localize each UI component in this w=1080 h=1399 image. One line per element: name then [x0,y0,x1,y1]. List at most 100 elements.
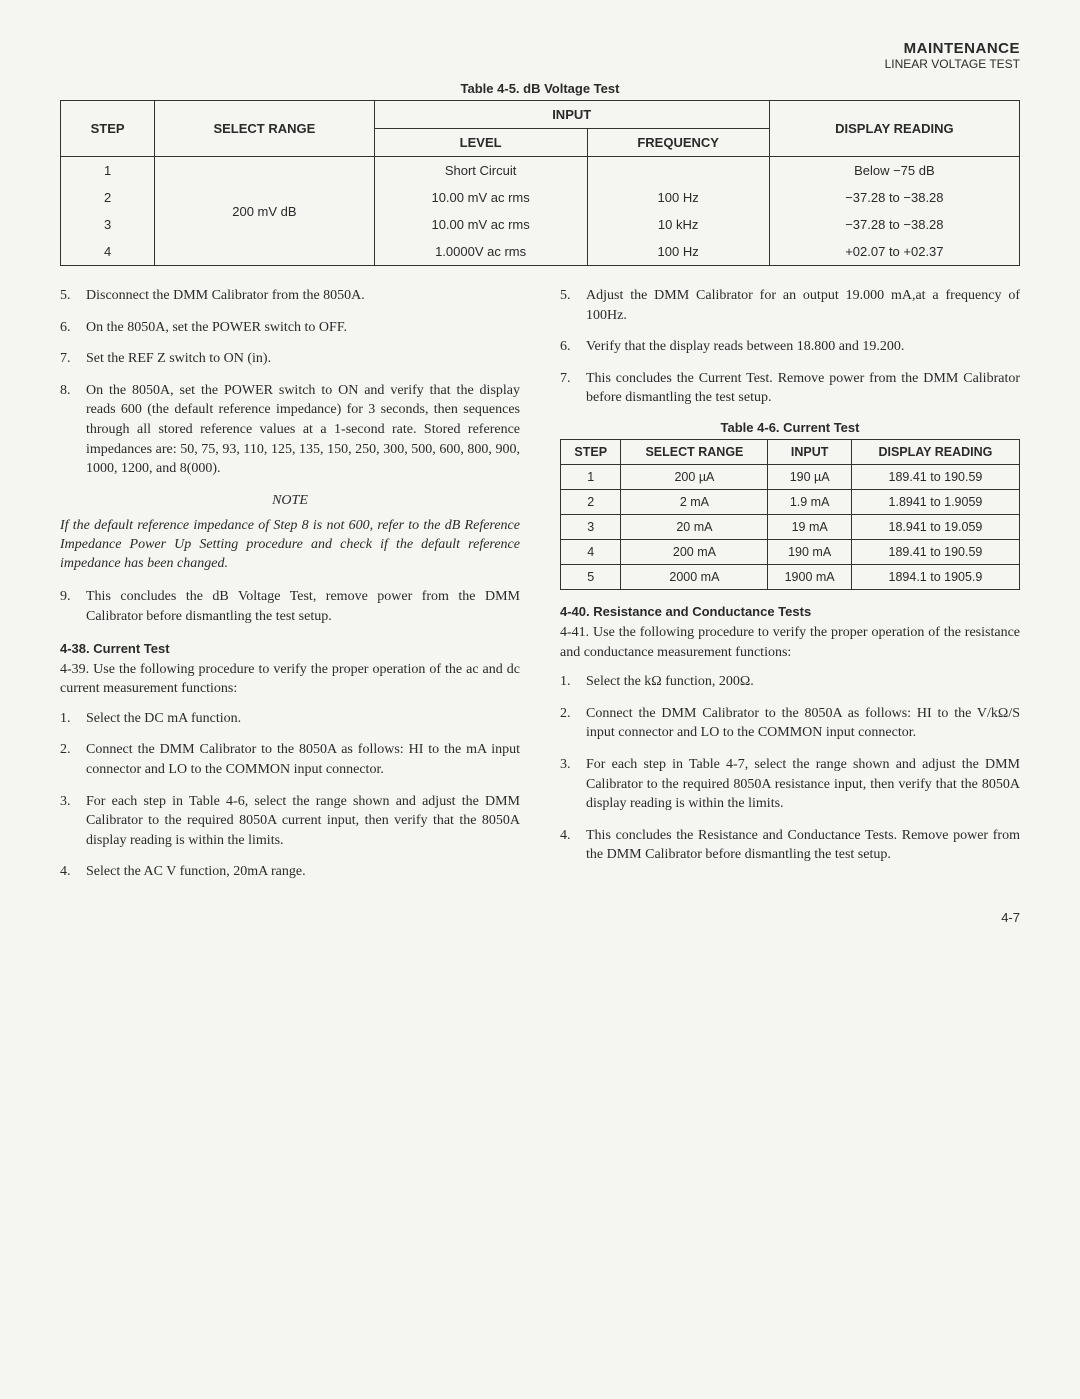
right-column: 5. Adjust the DMM Calibrator for an outpu… [560,286,1020,894]
th-range: SELECT RANGE [155,101,375,157]
cell-freq: 10 kHz [587,211,769,238]
list-item: 2.Connect the DMM Calibrator to the 8050… [86,740,520,779]
item-num: 3. [60,792,71,812]
para-4-41: 4-41. Use the following procedure to ver… [560,623,1020,662]
cell-level: 1.0000V ac rms [374,238,587,266]
two-column-layout: 5. Disconnect the DMM Calibrator from the… [60,286,1020,894]
left-column: 5. Disconnect the DMM Calibrator from the… [60,286,520,894]
item-num: 2. [60,740,71,760]
item-num: 1. [560,672,571,692]
item-text: For each step in Table 4-6, select the r… [86,794,520,848]
list-item: 3.For each step in Table 4-7, select the… [586,755,1020,814]
item-text: For each step in Table 4-7, select the r… [586,757,1020,811]
item-text: This concludes the Current Test. Remove … [586,371,1020,406]
table-row: 52000 mA1900 mA1894.1 to 1905.9 [561,564,1020,589]
list-item: 7.Set the REF Z switch to ON (in). [86,349,520,369]
item-num: 6. [560,337,571,357]
cell-display: −37.28 to −38.28 [769,211,1019,238]
section-4-38: 4-38. Current Test [60,641,520,656]
item-text: Connect the DMM Calibrator to the 8050A … [586,706,1020,741]
cell-step: 3 [61,211,155,238]
table-row: 22 mA1.9 mA1.8941 to 1.9059 [561,489,1020,514]
th-range: SELECT RANGE [621,439,768,464]
item-num: 2. [560,704,571,724]
cell-freq: 100 Hz [587,184,769,211]
item-text: On the 8050A, set the POWER switch to OF… [86,320,347,335]
table-row: 4200 mA190 mA189.41 to 190.59 [561,539,1020,564]
item-text: On the 8050A, set the POWER switch to ON… [86,383,520,476]
item-num: 3. [560,755,571,775]
table-4-6: STEP SELECT RANGE INPUT DISPLAY READING … [560,439,1020,590]
note-label: NOTE [60,493,520,509]
th-display: DISPLAY READING [851,439,1019,464]
item-text: Select the AC V function, 20mA range. [86,864,306,879]
list-item: 7.This concludes the Current Test. Remov… [586,369,1020,408]
item-num: 5. [60,286,71,306]
left-list-1: 5. Disconnect the DMM Calibrator from the… [60,286,520,479]
item-num: 1. [60,709,71,729]
th-freq: FREQUENCY [587,129,769,157]
cell-display: +02.07 to +02.37 [769,238,1019,266]
list-item: 1.Select the DC mA function. [86,709,520,729]
item-num: 5. [560,286,571,306]
list-item: 4.This concludes the Resistance and Cond… [586,826,1020,865]
right-list-2: 1.Select the kΩ function, 200Ω. 2.Connec… [560,672,1020,865]
item-num: 4. [560,826,571,846]
item-text: Select the kΩ function, 200Ω. [586,674,754,689]
item-num: 4. [60,862,71,882]
section-4-40: 4-40. Resistance and Conductance Tests [560,604,1020,619]
item-text: Verify that the display reads between 18… [586,339,904,354]
cell-range: 200 mV dB [155,157,375,266]
cell-step: 1 [61,157,155,185]
cell-step: 4 [61,238,155,266]
page-header: MAINTENANCE LINEAR VOLTAGE TEST [60,40,1020,71]
th-display: DISPLAY READING [769,101,1019,157]
item-num: 9. [60,587,71,607]
table-4-5: STEP SELECT RANGE INPUT DISPLAY READING … [60,100,1020,266]
list-item: 9.This concludes the dB Voltage Test, re… [86,587,520,626]
item-num: 7. [60,349,71,369]
item-text: Connect the DMM Calibrator to the 8050A … [86,742,520,777]
cell-level: 10.00 mV ac rms [374,211,587,238]
page-number: 4-7 [60,910,1020,925]
item-num: 8. [60,381,71,401]
cell-level: Short Circuit [374,157,587,185]
item-text: Adjust the DMM Calibrator for an output … [586,288,1020,323]
th-input: INPUT [768,439,851,464]
list-item: 6.Verify that the display reads between … [586,337,1020,357]
list-item: 1.Select the kΩ function, 200Ω. [586,672,1020,692]
item-text: This concludes the Resistance and Conduc… [586,828,1020,863]
para-4-39: 4-39. Use the following procedure to ver… [60,660,520,699]
cell-level: 10.00 mV ac rms [374,184,587,211]
cell-freq: 100 Hz [587,238,769,266]
cell-freq [587,157,769,185]
list-item: 3.For each step in Table 4-6, select the… [86,792,520,851]
table-row: 320 mA19 mA18.941 to 19.059 [561,514,1020,539]
item-text: Set the REF Z switch to ON (in). [86,351,271,366]
left-list-3: 1.Select the DC mA function. 2.Connect t… [60,709,520,882]
th-step: STEP [61,101,155,157]
table-4-5-caption: Table 4-5. dB Voltage Test [60,81,1020,96]
item-num: 6. [60,318,71,338]
cell-display: Below −75 dB [769,157,1019,185]
list-item: 5.Disconnect the DMM Calibrator from the… [86,286,520,306]
right-list-1: 5. Adjust the DMM Calibrator for an outpu… [560,286,1020,408]
header-sub: LINEAR VOLTAGE TEST [60,57,1020,71]
note-text: If the default reference impedance of St… [60,517,520,574]
list-item: 2.Connect the DMM Calibrator to the 8050… [586,704,1020,743]
item-text: Select the DC mA function. [86,711,241,726]
list-item: 4.Select the AC V function, 20mA range. [86,862,520,882]
th-step: STEP [561,439,621,464]
item-num: 7. [560,369,571,389]
item-text: This concludes the dB Voltage Test, remo… [86,589,520,624]
list-item: 5.Adjust the DMM Calibrator for an outpu… [586,286,1020,325]
list-item: 6.On the 8050A, set the POWER switch to … [86,318,520,338]
list-item: 8.On the 8050A, set the POWER switch to … [86,381,520,479]
table-4-6-caption: Table 4-6. Current Test [560,420,1020,435]
item-text: Disconnect the DMM Calibrator from the 8… [86,288,365,303]
header-main: MAINTENANCE [60,40,1020,57]
left-list-2: 9. This concludes the dB Voltage Test, re… [60,587,520,626]
table-row: 1200 µA190 µA189.41 to 190.59 [561,464,1020,489]
th-input: INPUT [374,101,769,129]
cell-step: 2 [61,184,155,211]
